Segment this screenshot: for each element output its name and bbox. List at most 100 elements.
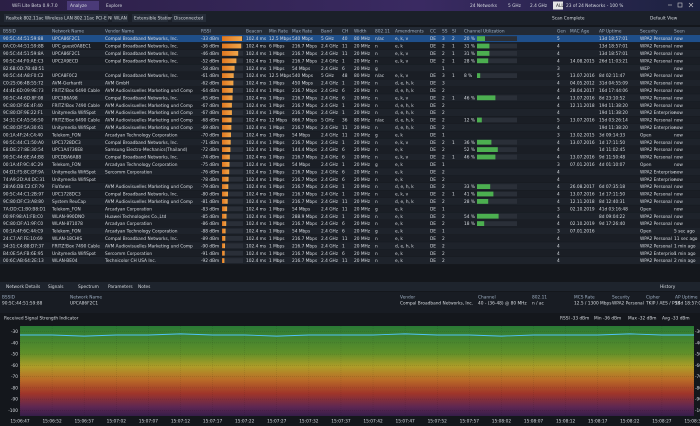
- column-header[interactable]: Beacon: [246, 29, 262, 35]
- cell-text: 12.5 Mbps: [269, 73, 292, 79]
- column-header[interactable]: Security: [640, 29, 658, 35]
- cell-text: 6: [342, 251, 345, 257]
- table-row[interactable]: [0, 205, 700, 213]
- cell-text: 80 MHz: [354, 36, 371, 42]
- table-row[interactable]: [0, 220, 700, 228]
- utilization-label: 52 %: [464, 147, 475, 153]
- table-row[interactable]: [0, 146, 700, 154]
- rssi-bar: [222, 43, 242, 49]
- cell-text: 4: [557, 125, 560, 131]
- table-row[interactable]: [0, 257, 700, 265]
- column-header[interactable]: Network Name: [52, 29, 84, 35]
- cell-text: n/ac: [375, 36, 385, 42]
- table-row[interactable]: [0, 183, 700, 191]
- table-row[interactable]: [0, 57, 700, 65]
- cell-text: 4: [557, 140, 560, 146]
- table-row[interactable]: [0, 49, 700, 57]
- cell-text: now: [674, 156, 683, 161]
- table-row[interactable]: [0, 72, 700, 80]
- cell-text: C0:25:06:4B:55:72: [3, 81, 44, 87]
- rssi-bar: [222, 132, 231, 138]
- table-row[interactable]: [0, 249, 700, 257]
- table-row[interactable]: [0, 123, 700, 131]
- table-row[interactable]: [0, 160, 700, 168]
- detail-tab[interactable]: Notes: [138, 284, 151, 290]
- table-row[interactable]: [0, 131, 700, 139]
- cell-text: 102.4 ms: [246, 251, 267, 257]
- cell-text: UPCA86F2C1: [52, 51, 80, 57]
- utilization-label: 31 %: [464, 51, 475, 57]
- cell-text: 9C:80:DF:6E:4F:40: [3, 103, 43, 109]
- column-header[interactable]: RSSI: [201, 29, 211, 35]
- table-row[interactable]: [0, 212, 700, 220]
- window-controls[interactable]: [668, 2, 694, 8]
- cell-text: n: [375, 193, 378, 198]
- table-row[interactable]: [0, 101, 700, 109]
- column-header[interactable]: SI: [452, 29, 456, 35]
- table-row[interactable]: [0, 168, 700, 176]
- app-tab[interactable]: Explore: [106, 3, 122, 9]
- column-header[interactable]: BSSID: [3, 29, 17, 35]
- table-row[interactable]: [0, 79, 700, 87]
- table-row[interactable]: [0, 197, 700, 205]
- table-row[interactable]: [0, 64, 700, 72]
- cell-text: DE: [430, 162, 436, 168]
- cell-text: UPC1728DC3: [52, 140, 81, 146]
- band-filter[interactable]: 24 Networks: [470, 3, 498, 9]
- table-row[interactable]: [0, 116, 700, 124]
- detail-tab[interactable]: Network Details: [6, 284, 41, 290]
- column-header[interactable]: Width: [354, 29, 367, 35]
- column-header[interactable]: Band: [321, 29, 332, 35]
- column-header[interactable]: SS: [442, 29, 448, 35]
- y-tick-label: -90: [11, 397, 18, 403]
- table-row[interactable]: [0, 242, 700, 250]
- band-filter[interactable]: 5 GHz: [508, 3, 522, 9]
- row-selected[interactable]: [0, 35, 700, 43]
- rssi-track: [222, 199, 243, 204]
- utilization-label: 46 %: [464, 95, 475, 101]
- column-header[interactable]: 802.11: [375, 29, 390, 35]
- column-header[interactable]: CC: [430, 29, 436, 35]
- column-header[interactable]: Seen: [674, 29, 685, 35]
- cell-text: 2.4 GHz: [321, 236, 339, 242]
- column-header[interactable]: Vendor Name: [105, 29, 134, 35]
- table-row[interactable]: [0, 94, 700, 102]
- cell-text: 1d 17:11:50: [599, 140, 625, 146]
- table-row[interactable]: [0, 175, 700, 183]
- rssi-label: -67 dBm: [201, 103, 219, 109]
- table-row[interactable]: [0, 227, 700, 235]
- cell-text: 6: [342, 155, 345, 161]
- column-header[interactable]: Channel Utilization: [464, 29, 505, 35]
- detail-tab[interactable]: Spectrum: [78, 284, 99, 290]
- detail-tab[interactable]: Signals: [48, 284, 64, 290]
- column-header[interactable]: AP Uptime: [599, 29, 622, 35]
- table-row[interactable]: [0, 234, 700, 242]
- column-header[interactable]: Amendments: [395, 29, 424, 35]
- column-header[interactable]: Gen: [557, 29, 566, 35]
- column-header[interactable]: Min Rate: [269, 29, 288, 35]
- table-row[interactable]: [0, 153, 700, 161]
- band-filter[interactable]: ALL: [556, 3, 564, 9]
- cell-text: 2.4 GHz: [321, 44, 339, 50]
- table-row[interactable]: [0, 138, 700, 146]
- band-filter[interactable]: 23 of 24 Networks - 100 %: [566, 3, 623, 9]
- title-bar: [0, 0, 700, 11]
- table-row[interactable]: [0, 109, 700, 117]
- column-header[interactable]: MAC Age: [570, 29, 590, 35]
- column-header[interactable]: Max Rate: [292, 29, 312, 35]
- tab-active[interactable]: [67, 1, 99, 10]
- column-header[interactable]: CH: [342, 29, 348, 35]
- filter-active[interactable]: [553, 1, 563, 10]
- utilization-track: [477, 43, 517, 49]
- cell-text: e, k, v: [395, 58, 409, 64]
- app-tab[interactable]: Analyze: [70, 3, 87, 9]
- table-row[interactable]: [0, 42, 700, 50]
- band-filter[interactable]: 2.4 GHz: [530, 3, 548, 9]
- view-selector[interactable]: Default View: [650, 16, 678, 22]
- table-row[interactable]: [0, 86, 700, 94]
- table-row[interactable]: [0, 190, 700, 198]
- history-button[interactable]: History: [660, 284, 676, 290]
- cell-text: 4: [557, 51, 560, 57]
- detail-tab[interactable]: Parameters: [108, 284, 133, 290]
- cell-text: 2.4 GHz: [321, 184, 339, 190]
